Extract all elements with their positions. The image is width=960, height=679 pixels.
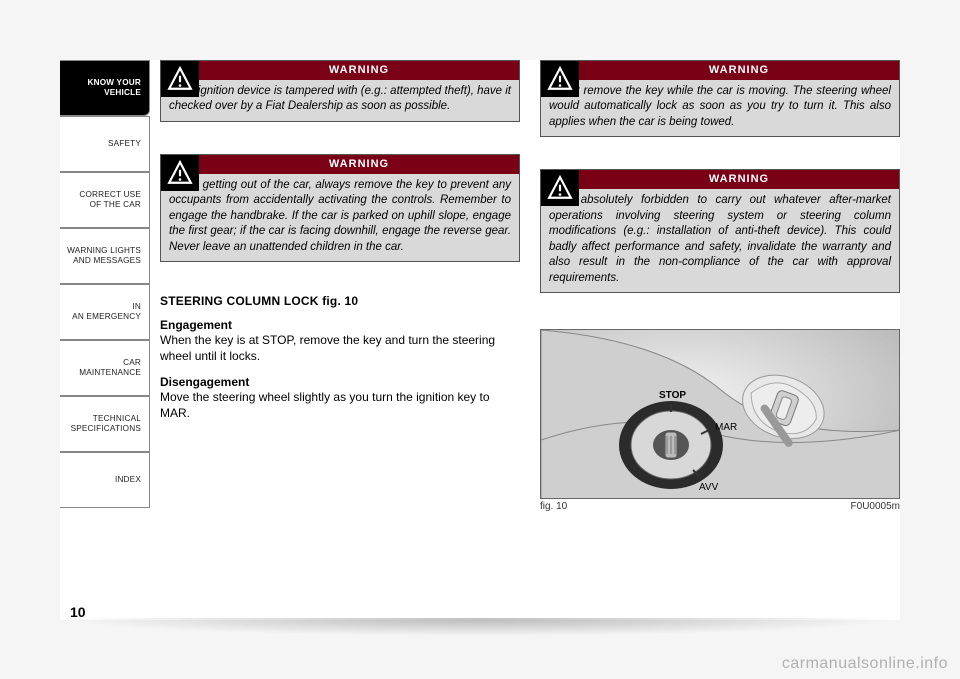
figure-number: fig. 10 — [540, 501, 567, 512]
figure-caption: fig. 10 F0U0005m — [540, 501, 900, 512]
watermark: carmanualsonline.info — [782, 655, 948, 673]
warning-text: It is absolutely forbidden to carry out … — [541, 189, 899, 292]
warning-text: When getting out of the car, always remo… — [161, 174, 519, 262]
disengagement-title: Disengagement — [160, 375, 520, 389]
sidebar-item-maintenance[interactable]: CAR MAINTENANCE — [60, 340, 150, 396]
content-area: WARNING If the ignition device is tamper… — [160, 60, 900, 512]
warning-text: If the ignition device is tampered with … — [161, 80, 519, 121]
manual-page: KNOW YOUR VEHICLE SAFETY CORRECT USE OF … — [60, 60, 900, 620]
sidebar-item-correct-use[interactable]: CORRECT USE OF THE CAR — [60, 172, 150, 228]
warning-icon — [541, 61, 579, 97]
warning-text: Never remove the key while the car is mo… — [541, 80, 899, 137]
sidebar-item-warning-lights[interactable]: WARNING LIGHTS AND MESSAGES — [60, 228, 150, 284]
warning-box-3: WARNING Never remove the key while the c… — [540, 60, 900, 137]
warning-icon — [161, 61, 199, 97]
warning-icon — [541, 170, 579, 206]
fig-label-avv: AVV — [699, 482, 719, 493]
sidebar-item-index[interactable]: INDEX — [60, 452, 150, 508]
sidebar-label: CORRECT USE OF THE CAR — [79, 190, 141, 210]
disengagement-text: Move the steering wheel slightly as you … — [160, 389, 520, 421]
warning-header: WARNING — [579, 61, 899, 80]
warning-icon — [161, 155, 199, 191]
sidebar-item-safety[interactable]: SAFETY — [60, 116, 150, 172]
left-column: WARNING If the ignition device is tamper… — [160, 60, 520, 512]
sidebar-item-emergency[interactable]: IN AN EMERGENCY — [60, 284, 150, 340]
warning-box-2: WARNING When getting out of the car, alw… — [160, 154, 520, 262]
warning-box-4: WARNING It is absolutely forbidden to ca… — [540, 169, 900, 293]
sidebar-label: KNOW YOUR VEHICLE — [87, 78, 141, 98]
sidebar-label: WARNING LIGHTS AND MESSAGES — [67, 246, 141, 266]
sidebar-label: SAFETY — [108, 139, 141, 149]
sidebar-label: IN AN EMERGENCY — [72, 302, 141, 322]
engagement-text: When the key is at STOP, remove the key … — [160, 332, 520, 364]
figure-code: F0U0005m — [851, 501, 900, 512]
page-shadow — [60, 618, 900, 636]
fig-label-stop: STOP — [659, 390, 686, 401]
sidebar-nav: KNOW YOUR VEHICLE SAFETY CORRECT USE OF … — [60, 60, 150, 620]
warning-header: WARNING — [579, 170, 899, 189]
right-column: WARNING Never remove the key while the c… — [540, 60, 900, 512]
sidebar-label: CAR MAINTENANCE — [79, 358, 141, 378]
warning-header: WARNING — [199, 61, 519, 80]
warning-box-1: WARNING If the ignition device is tamper… — [160, 60, 520, 122]
sidebar-label: INDEX — [115, 475, 141, 485]
section-title: STEERING COLUMN LOCK fig. 10 — [160, 294, 520, 308]
sidebar-item-know-vehicle[interactable]: KNOW YOUR VEHICLE — [60, 60, 150, 116]
engagement-title: Engagement — [160, 318, 520, 332]
fig-label-mar: MAR — [715, 422, 737, 433]
figure-ignition: STOP MAR AVV — [540, 329, 900, 499]
sidebar-label: TECHNICAL SPECIFICATIONS — [71, 414, 141, 434]
sidebar-item-tech-specs[interactable]: TECHNICAL SPECIFICATIONS — [60, 396, 150, 452]
warning-header: WARNING — [199, 155, 519, 174]
